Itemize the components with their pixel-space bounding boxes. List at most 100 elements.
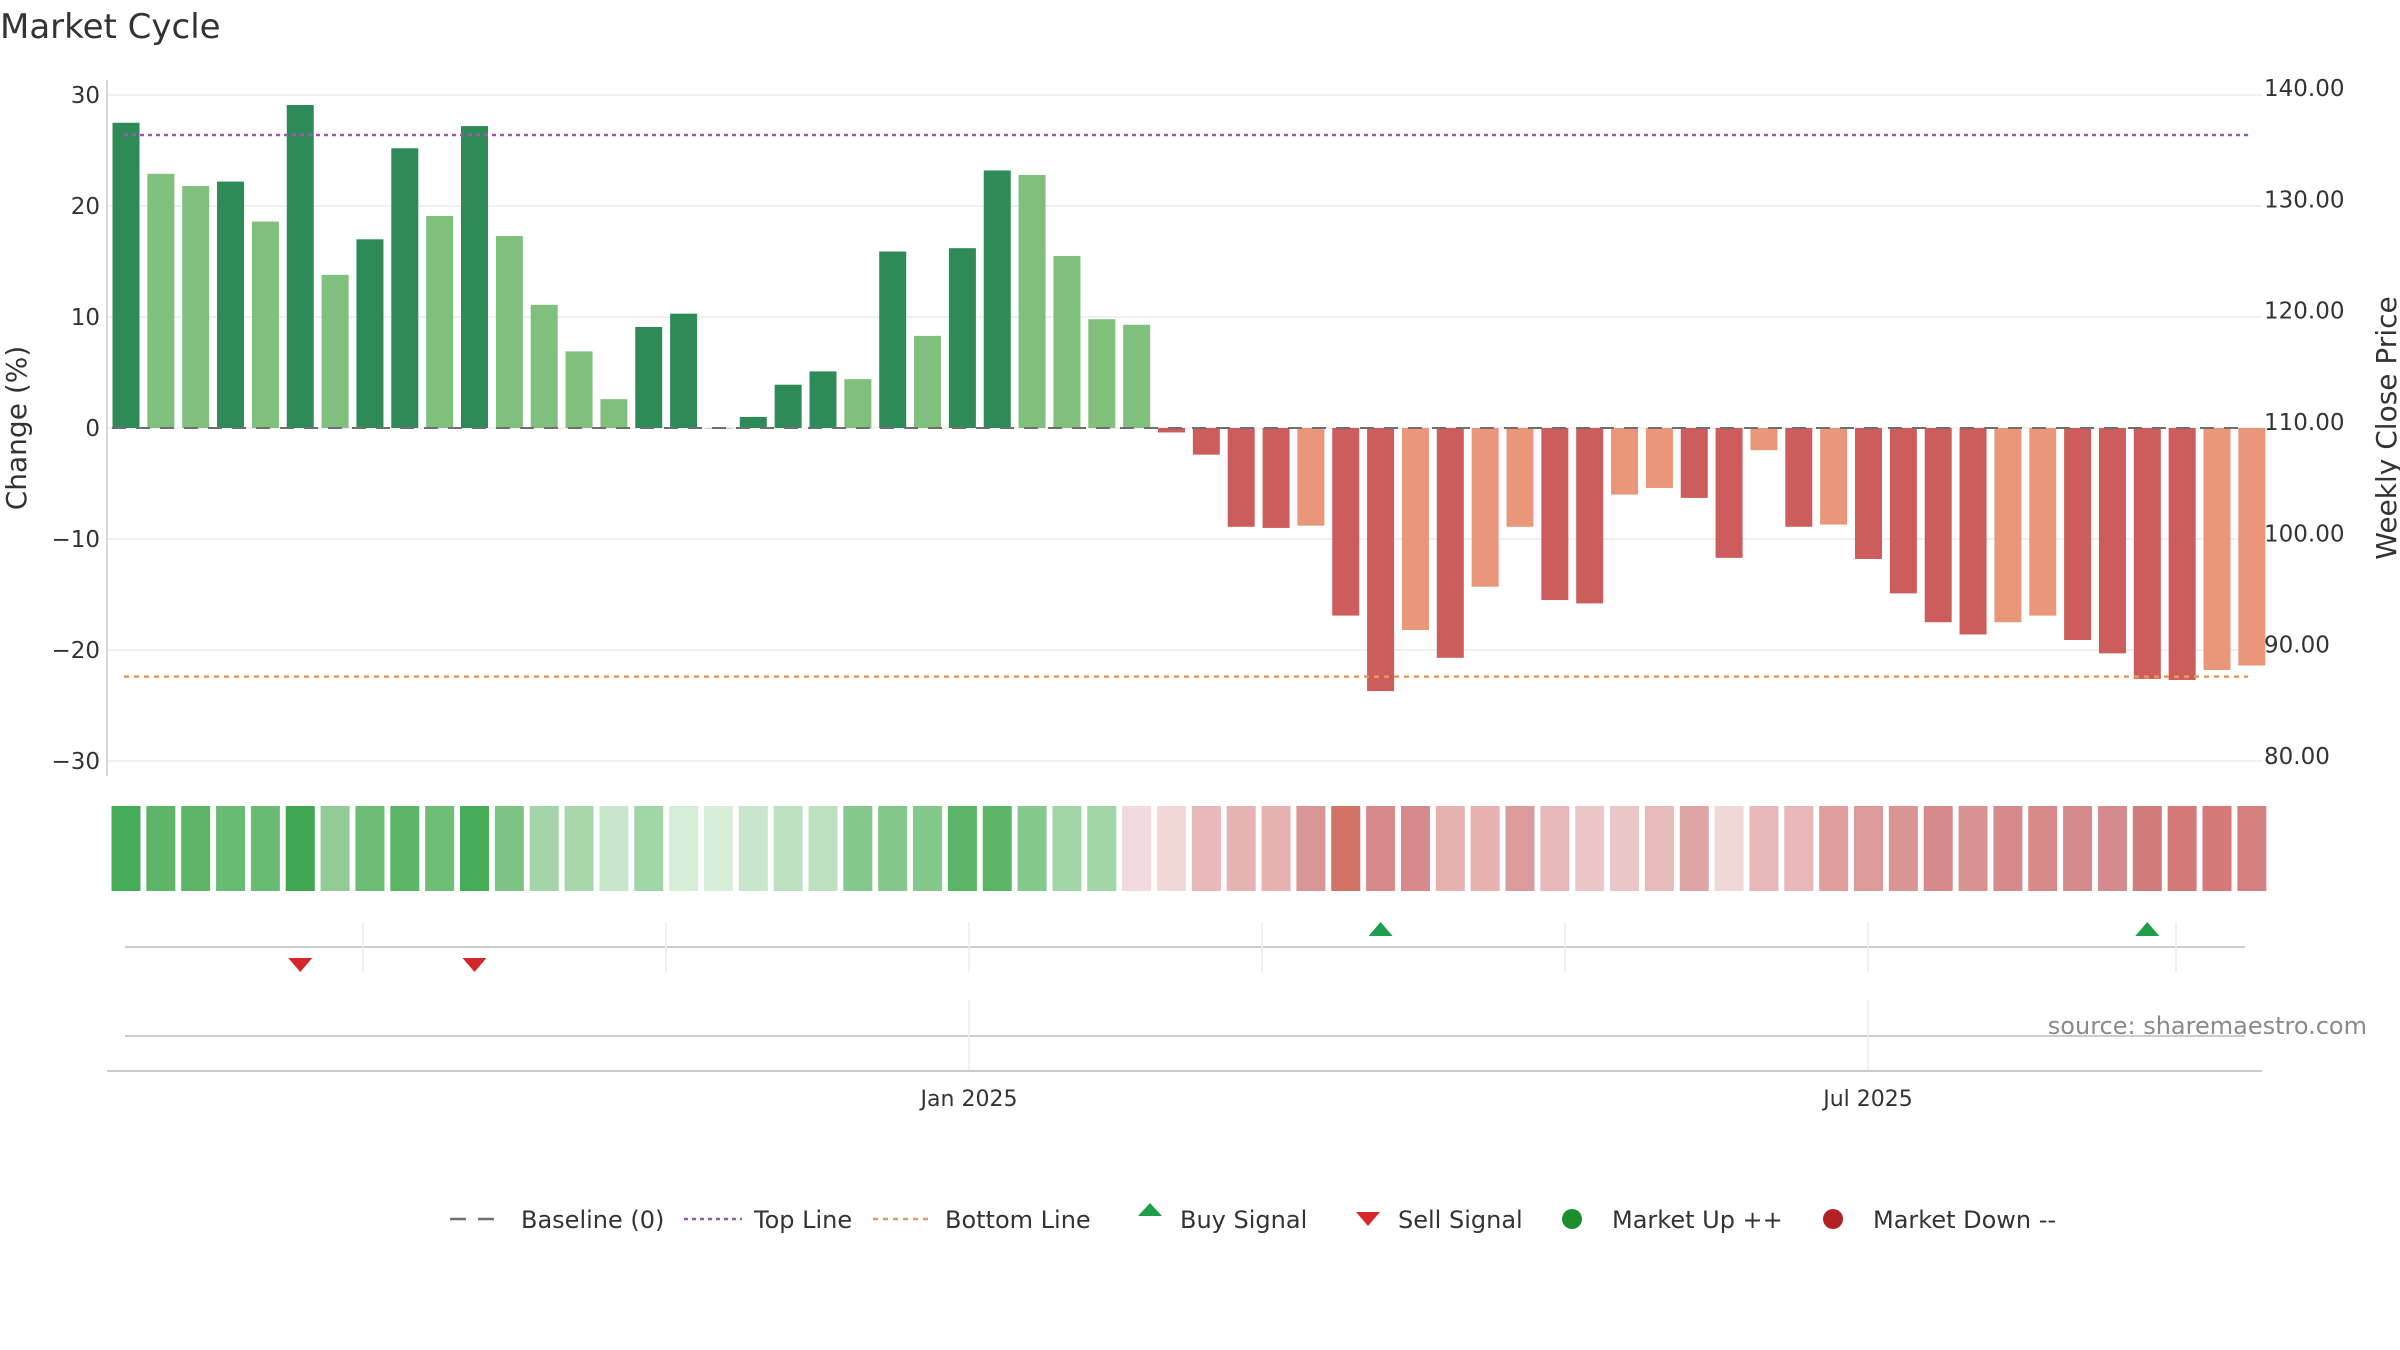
right-axis-ticks: 140.00 130.00 120.00 110.00 100.00 90.00 80.00: [2264, 76, 2344, 770]
bar: [1192, 428, 1220, 455]
bar: [1994, 428, 2022, 623]
strip-cell: [1122, 806, 1152, 891]
strip-cell: [1191, 806, 1221, 891]
bar: [809, 371, 837, 428]
strip-cell: [2167, 806, 2197, 891]
right-tick-label: 100.00: [2264, 521, 2344, 547]
bar: [2029, 428, 2057, 616]
bar: [914, 335, 942, 428]
left-axis-title: Change (%): [0, 346, 33, 511]
strip-cell: [1888, 806, 1918, 891]
strip-cell: [703, 806, 733, 891]
bar: [2098, 428, 2126, 654]
bar: [1959, 428, 1987, 635]
strip-cell: [1923, 806, 1953, 891]
legend-item: Top Line: [684, 1206, 852, 1234]
left-tick-label: −30: [51, 749, 100, 775]
strip-cell: [1993, 806, 2023, 891]
right-tick-label: 140.00: [2264, 76, 2344, 102]
bar: [1750, 428, 1778, 451]
legend-item: Buy Signal: [1138, 1203, 1307, 1234]
date-tick-label: Jul 2025: [1821, 1087, 1913, 1112]
bar: [2133, 428, 2161, 679]
legend-label: Market Up ++: [1612, 1206, 1783, 1234]
strip-cell: [2063, 806, 2093, 891]
strip-cell: [982, 806, 1012, 891]
chart-title: Market Cycle: [0, 7, 221, 47]
strip-cell: [1610, 806, 1640, 891]
strip-cell: [390, 806, 420, 891]
legend-sell-signal-icon: [1356, 1212, 1380, 1226]
bar: [2238, 428, 2266, 666]
bar: [1018, 174, 1046, 428]
strip-cell: [1261, 806, 1291, 891]
legend-item: Sell Signal: [1356, 1206, 1523, 1234]
right-tick-label: 80.00: [2264, 744, 2330, 770]
sell-signal-marker: [288, 958, 313, 972]
strip-cell: [1679, 806, 1709, 891]
bar: [2168, 428, 2196, 680]
bar: [217, 181, 245, 428]
momentum-strip: [111, 806, 2267, 891]
bar: [1645, 428, 1673, 488]
strip-cell: [878, 806, 908, 891]
strip-cell: [2028, 806, 2058, 891]
strip-cell: [2132, 806, 2162, 891]
strip-cell: [320, 806, 350, 891]
left-tick-label: 30: [71, 83, 100, 109]
signal-panel: [125, 922, 2245, 972]
strip-cell: [947, 806, 977, 891]
date-axis-ticks: Jan 2025 Jul 2025: [919, 1087, 1913, 1112]
bar: [182, 186, 210, 428]
strip-cell: [599, 806, 629, 891]
strip-cell: [181, 806, 211, 891]
legend-market-down-icon: [1823, 1209, 1843, 1229]
bar: [1820, 428, 1848, 525]
right-tick-label: 120.00: [2264, 299, 2344, 325]
right-tick-label: 130.00: [2264, 187, 2344, 213]
bar: [739, 416, 767, 428]
legend-market-up-icon: [1562, 1209, 1582, 1229]
bar: [147, 173, 175, 428]
bar: [1889, 428, 1917, 594]
bar: [1785, 428, 1813, 527]
bar: [879, 251, 907, 428]
strip-cell: [1749, 806, 1779, 891]
strip-cell: [2097, 806, 2127, 891]
strip-cell: [216, 806, 246, 891]
bar: [461, 126, 488, 428]
bar: [1053, 255, 1081, 428]
strip-cell: [285, 806, 315, 891]
bar: [2203, 428, 2231, 670]
price-panel: source: sharemaestro.com: [125, 1000, 2367, 1072]
bar: [1855, 428, 1882, 559]
strip-cell: [494, 806, 524, 891]
strip-cell: [1644, 806, 1674, 891]
strip-cell: [1435, 806, 1465, 891]
strip-cell: [669, 806, 699, 891]
bar: [948, 248, 976, 428]
strip-cell: [1157, 806, 1186, 891]
strip-cell: [111, 806, 141, 891]
bar: [844, 379, 872, 428]
bar: [565, 351, 593, 428]
buy-signal-marker: [2135, 922, 2160, 936]
bar: [251, 221, 279, 428]
bar: [635, 326, 663, 428]
left-axis-ticks: 30 20 10 0 −10 −20 −30: [51, 83, 100, 775]
bar: [391, 148, 419, 428]
bar: [1506, 428, 1534, 527]
bar: [774, 384, 802, 428]
source-credit: source: sharemaestro.com: [2048, 1012, 2367, 1040]
legend-label: Buy Signal: [1180, 1206, 1307, 1234]
strip-cell: [1331, 806, 1361, 891]
left-tick-label: 10: [71, 305, 100, 331]
bar: [983, 170, 1011, 429]
strip-cell: [738, 806, 768, 891]
left-tick-label: −20: [51, 638, 100, 664]
strip-cell: [250, 806, 280, 891]
bar: [1088, 319, 1116, 428]
sell-signal-marker: [462, 958, 487, 972]
buy-signal-marker: [1368, 922, 1393, 936]
strip-cell: [529, 806, 559, 891]
